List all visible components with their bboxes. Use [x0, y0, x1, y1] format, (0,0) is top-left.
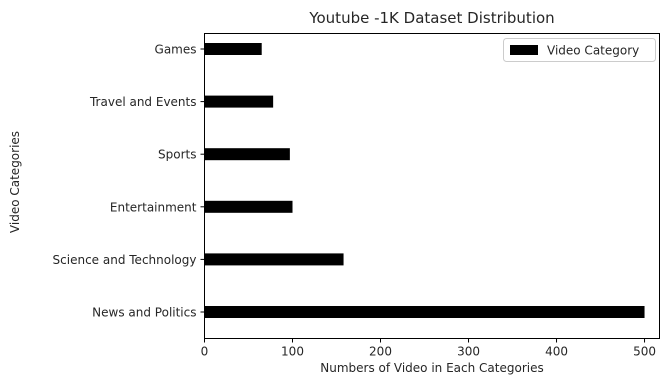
bar	[204, 148, 290, 161]
x-tick-label: 200	[369, 345, 392, 359]
x-axis-ticks: 0 100 200 300 400 500	[201, 338, 656, 359]
chart-title: Youtube -1K Dataset Distribution	[308, 9, 554, 27]
bars-group	[204, 43, 645, 318]
x-tick-label: 400	[545, 345, 568, 359]
bar	[204, 253, 344, 266]
y-tick-label: Travel and Events	[89, 95, 197, 109]
bar	[204, 43, 262, 55]
y-tick-label: Entertainment	[110, 200, 197, 214]
x-tick-label: 0	[201, 345, 209, 359]
bar	[204, 200, 293, 213]
legend: Video Category	[503, 38, 656, 62]
y-tick-label: Sports	[158, 148, 196, 162]
x-tick-label: 500	[633, 345, 656, 359]
y-axis-label: Video Categories	[8, 131, 22, 233]
plot-area-frame	[204, 33, 660, 339]
bar	[204, 306, 645, 318]
y-tick-label: Science and Technology	[53, 253, 197, 267]
y-tick-label: News and Politics	[92, 306, 196, 320]
legend-label: Video Category	[547, 44, 639, 58]
y-axis-ticks: News and Politics Science and Technology E…	[53, 43, 205, 320]
x-axis-label: Numbers of Video in Each Categories	[320, 361, 543, 375]
x-tick-label: 300	[457, 345, 480, 359]
bar	[204, 95, 274, 108]
x-tick-label: 100	[281, 345, 304, 359]
legend-swatch	[510, 45, 538, 55]
legend-frame	[503, 38, 656, 62]
y-tick-label: Games	[155, 43, 197, 57]
